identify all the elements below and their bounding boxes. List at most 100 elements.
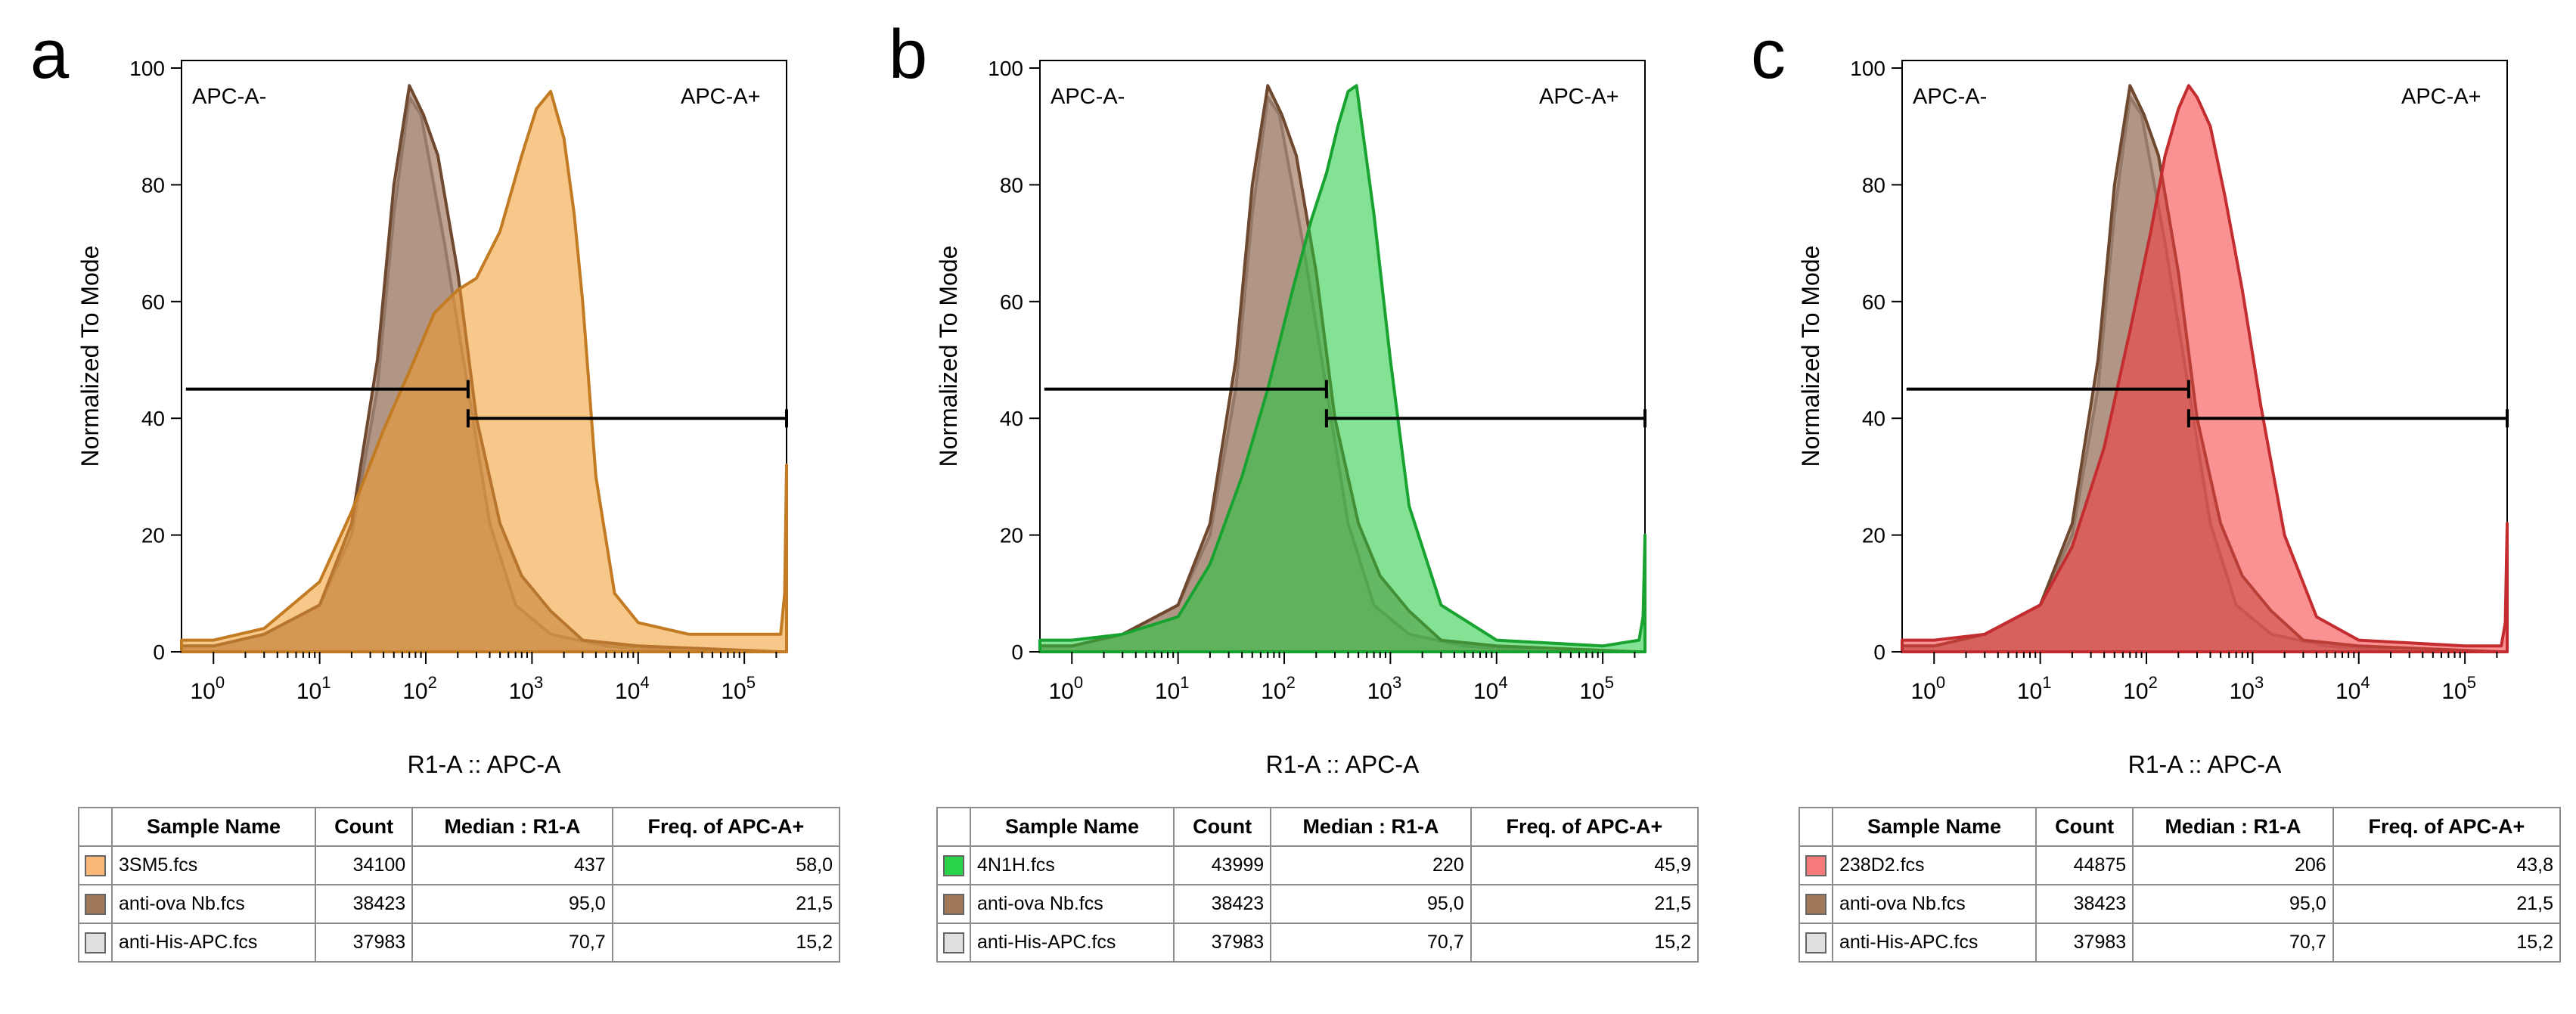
table-row: 3SM5.fcs 34100 437 58,0: [78, 845, 841, 885]
x-tick-label: 100: [1048, 673, 1083, 704]
y-tick-label: 0: [1011, 640, 1023, 664]
y-tick-label: 80: [1000, 173, 1023, 197]
median-cell: 95,0: [2132, 884, 2334, 924]
median-cell: 70,7: [2132, 923, 2334, 963]
panel-letter: c: [1751, 16, 1786, 93]
swatch-header: [1799, 807, 1833, 847]
count-cell: 43999: [1172, 845, 1272, 885]
x-tick-label: 104: [1473, 673, 1508, 704]
x-tick-label: 101: [2017, 673, 2052, 704]
y-tick-label: 60: [141, 290, 165, 314]
histogram-plot: APC-A- APC-A+ 0 20 40 60 80 100 100 101 102 103 104 1…: [76, 57, 788, 778]
column-header: Median : R1-A: [411, 807, 613, 847]
column-header: Freq. of APC-A+: [611, 807, 841, 847]
color-swatch: [1805, 932, 1826, 954]
table-row: anti-His-APC.fcs 37983 70,7 15,2: [936, 923, 1699, 963]
color-swatch: [85, 894, 106, 916]
count-cell: 44875: [2034, 845, 2134, 885]
x-tick-label: 101: [1155, 673, 1190, 704]
table-row: anti-ova Nb.fcs 38423 95,0 21,5: [78, 884, 841, 924]
freq-cell: 21,5: [1470, 884, 1699, 924]
count-cell: 37983: [1172, 923, 1272, 963]
color-swatch: [943, 894, 964, 916]
sample-stats-table: Sample Name Count Median : R1-A Freq. of…: [78, 807, 841, 963]
histogram-series: [1901, 84, 2509, 653]
table-row: anti-ova Nb.fcs 38423 95,0 21,5: [936, 884, 1699, 924]
freq-cell: 15,2: [1470, 923, 1699, 963]
gate-label-negative: APC-A-: [1913, 85, 1987, 109]
gate-label-positive: APC-A+: [2401, 85, 2481, 109]
column-header: Freq. of APC-A+: [2332, 807, 2562, 847]
gate-label-negative: APC-A-: [192, 85, 266, 109]
freq-cell: 15,2: [611, 923, 841, 963]
table-row: 4N1H.fcs 43999 220 45,9: [936, 845, 1699, 885]
x-tick-label: 105: [2441, 673, 2476, 704]
column-header: Sample Name: [970, 807, 1175, 847]
freq-cell: 15,2: [2332, 923, 2562, 963]
sample-name-cell: anti-His-APC.fcs: [970, 923, 1175, 963]
freq-cell: 21,5: [2332, 884, 2562, 924]
y-tick-label: 0: [153, 640, 165, 664]
sample-name-cell: anti-ova Nb.fcs: [111, 884, 316, 924]
x-tick-label: 104: [615, 673, 650, 704]
x-tick-label: 102: [2123, 673, 2158, 704]
sample-stats-table: Sample Name Count Median : R1-A Freq. of…: [936, 807, 1699, 963]
sample-name-cell: 3SM5.fcs: [111, 845, 316, 885]
sample-name-cell: anti-His-APC.fcs: [111, 923, 316, 963]
sample-name-cell: anti-His-APC.fcs: [1832, 923, 2037, 963]
table-row: 238D2.fcs 44875 206 43,8: [1799, 845, 2562, 885]
x-tick-label: 105: [721, 673, 756, 704]
y-tick-label: 80: [141, 173, 165, 197]
table-header-row: Sample Name Count Median : R1-A Freq. of…: [1799, 807, 2562, 847]
x-tick-label: 100: [1910, 673, 1945, 704]
x-tick-label: 105: [1579, 673, 1614, 704]
count-cell: 37983: [2034, 923, 2134, 963]
y-tick-label: 100: [129, 57, 165, 80]
median-cell: 95,0: [411, 884, 613, 924]
table-row: anti-His-APC.fcs 37983 70,7 15,2: [1799, 923, 2562, 963]
y-tick-label: 80: [1862, 173, 1885, 197]
panel-a: a APC-A- APC-A+ 0 20 40 60 80 100 100 101 102 103 10…: [23, 0, 881, 1014]
x-tick-label: 104: [2335, 673, 2370, 704]
freq-cell: 43,8: [2332, 845, 2562, 885]
table-row: anti-His-APC.fcs 37983 70,7 15,2: [78, 923, 841, 963]
y-axis-label: Normalized To Mode: [935, 246, 962, 467]
sample-name-cell: 4N1H.fcs: [970, 845, 1175, 885]
count-cell: 38423: [1172, 884, 1272, 924]
count-cell: 34100: [314, 845, 414, 885]
column-header: Count: [2034, 807, 2134, 847]
sample-name-cell: anti-ova Nb.fcs: [970, 884, 1175, 924]
freq-cell: 58,0: [611, 845, 841, 885]
sample-name-cell: anti-ova Nb.fcs: [1832, 884, 2037, 924]
gate-label-positive: APC-A+: [681, 85, 761, 109]
y-tick-label: 0: [1873, 640, 1885, 664]
panel-letter: b: [889, 16, 928, 93]
x-tick-label: 102: [1261, 673, 1296, 704]
y-axis-label: Normalized To Mode: [76, 246, 104, 467]
panel-b: b APC-A- APC-A+ 0 20 40 60 80 100 100 101 102 103 10…: [881, 0, 1740, 1014]
sample-stats-table: Sample Name Count Median : R1-A Freq. of…: [1799, 807, 2562, 963]
column-header: Sample Name: [111, 807, 316, 847]
x-axis-label: R1-A :: APC-A: [2128, 751, 2282, 778]
y-tick-label: 40: [1000, 407, 1023, 430]
median-cell: 437: [411, 845, 613, 885]
y-tick-label: 60: [1862, 290, 1885, 314]
x-tick-label: 103: [2230, 673, 2264, 704]
y-tick-label: 20: [1862, 524, 1885, 547]
column-header: Freq. of APC-A+: [1470, 807, 1699, 847]
y-tick-label: 40: [1862, 407, 1885, 430]
y-axis-label: Normalized To Mode: [1797, 246, 1824, 467]
panel-letter: a: [30, 16, 70, 93]
count-cell: 38423: [2034, 884, 2134, 924]
x-axis-label: R1-A :: APC-A: [408, 751, 561, 778]
median-cell: 220: [1270, 845, 1472, 885]
median-cell: 70,7: [1270, 923, 1472, 963]
swatch-header: [78, 807, 113, 847]
count-cell: 37983: [314, 923, 414, 963]
color-swatch: [85, 855, 106, 877]
y-tick-label: 100: [1850, 57, 1885, 80]
x-tick-label: 101: [296, 673, 331, 704]
histogram-plot: APC-A- APC-A+ 0 20 40 60 80 100 100 101 102 103 104 1…: [935, 57, 1646, 778]
histogram-series: [1038, 84, 1646, 653]
sample-name-cell: 238D2.fcs: [1832, 845, 2037, 885]
